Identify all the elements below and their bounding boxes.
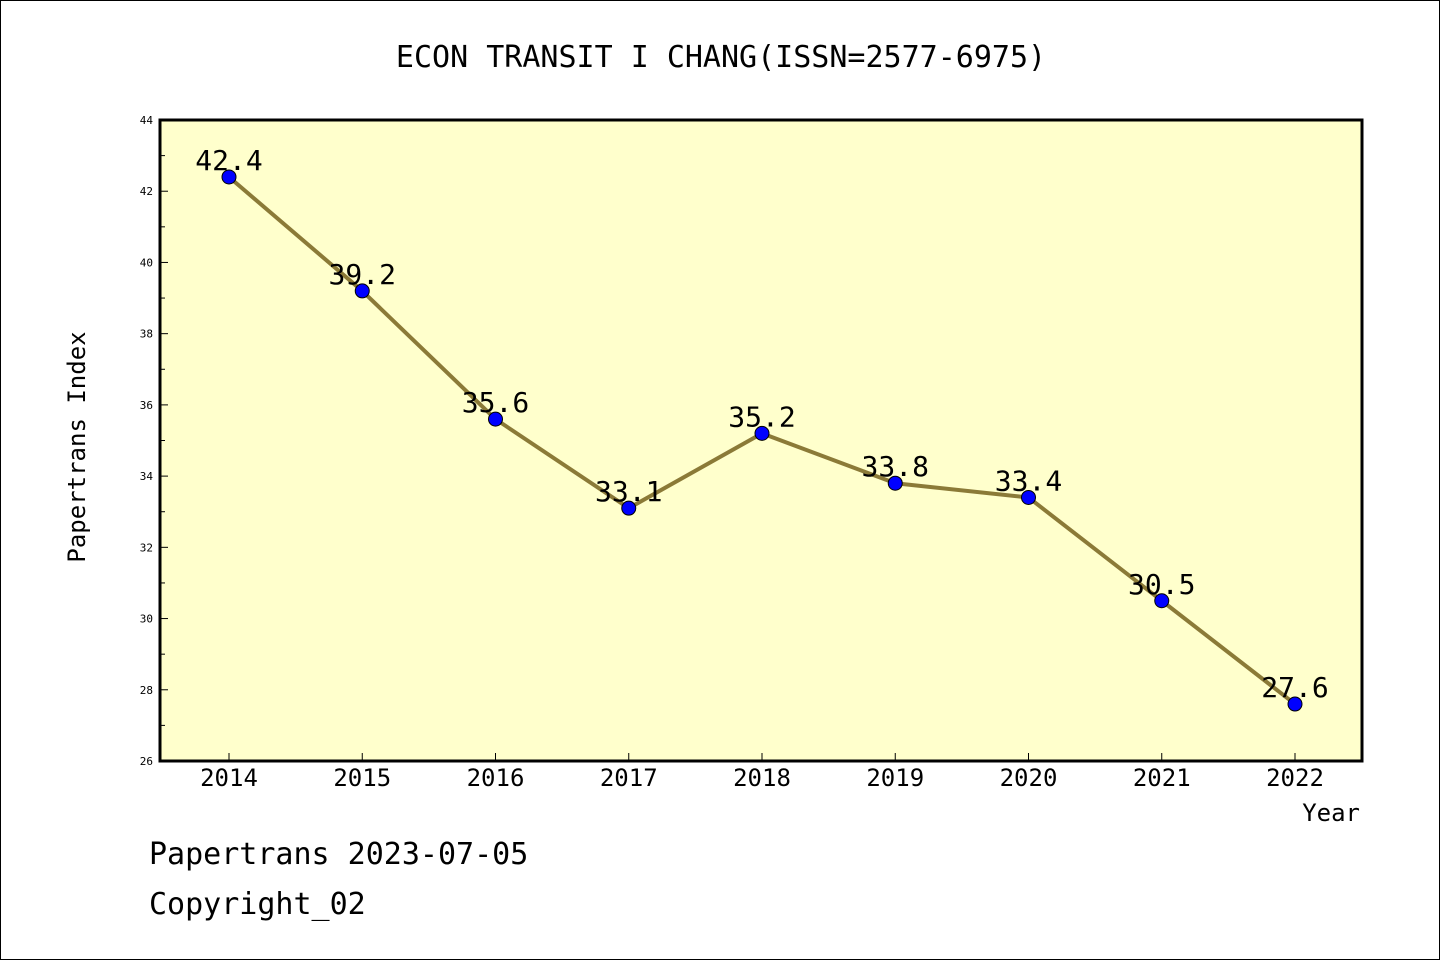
- data-point-2016: [488, 411, 503, 427]
- data-point-2018: [754, 425, 770, 441]
- x-tick-label: 2016: [467, 764, 525, 792]
- x-tick-label: 2018: [733, 764, 791, 792]
- x-tick-label: 2017: [600, 764, 658, 792]
- data-point-2019: [887, 475, 903, 491]
- data-label-2014: 42.4: [195, 144, 262, 177]
- x-tick-label: 2014: [200, 764, 258, 792]
- data-label-2017: 33.1: [595, 475, 662, 508]
- data-label-2016: 35.6: [462, 386, 529, 419]
- y-tick-label: 36: [140, 399, 153, 412]
- y-tick-label: 26: [140, 755, 153, 768]
- chart-title: ECON TRANSIT I CHANG(ISSN=2577-6975): [396, 40, 1046, 75]
- data-point-2020: [1021, 489, 1036, 505]
- x-axis: 2014 2015 2016 2017 2018 2019 2020 2021 2022: [200, 753, 1324, 792]
- data-points: [221, 169, 1303, 712]
- y-tick-label: 38: [140, 328, 153, 341]
- data-point-2015: [354, 283, 370, 299]
- y-tick-label: 40: [140, 256, 153, 269]
- y-tick-label: 30: [140, 613, 153, 626]
- data-point-2014: [221, 169, 237, 185]
- data-label-2020: 33.4: [995, 464, 1062, 497]
- y-tick-label: 34: [140, 470, 154, 483]
- data-point-2021: [1154, 593, 1170, 609]
- data-label-2021: 30.5: [1128, 568, 1195, 601]
- data-point-2017: [621, 500, 637, 516]
- x-tick-label: 2020: [1000, 764, 1058, 792]
- x-axis-title: Year: [1302, 799, 1360, 827]
- data-point-2022: [1287, 696, 1303, 712]
- y-tick-label: 32: [140, 541, 153, 554]
- y-axis-title: Papertrans Index: [63, 331, 91, 562]
- data-label-2018: 35.2: [728, 400, 795, 433]
- y-tick-label: 28: [140, 684, 153, 697]
- data-label-2015: 39.2: [329, 258, 396, 291]
- data-label-2022: 27.6: [1261, 671, 1328, 704]
- footer-date: Papertrans 2023-07-05: [149, 837, 529, 872]
- y-tick-label: 42: [140, 185, 153, 198]
- y-tick-label: 44: [140, 114, 154, 127]
- x-tick-label: 2021: [1133, 764, 1191, 792]
- x-tick-label: 2022: [1266, 764, 1324, 792]
- data-labels: 42.4 39.2 35.6 33.1 35.2 33.8 33.4 30.5 27.6: [195, 144, 1328, 704]
- footer-copyright: Copyright_02: [149, 887, 366, 922]
- data-label-2019: 33.8: [862, 450, 929, 483]
- x-tick-label: 2015: [333, 764, 391, 792]
- y-axis: 26 28 30 32 34 36 38 40 42 44: [140, 114, 168, 768]
- x-tick-label: 2019: [866, 764, 924, 792]
